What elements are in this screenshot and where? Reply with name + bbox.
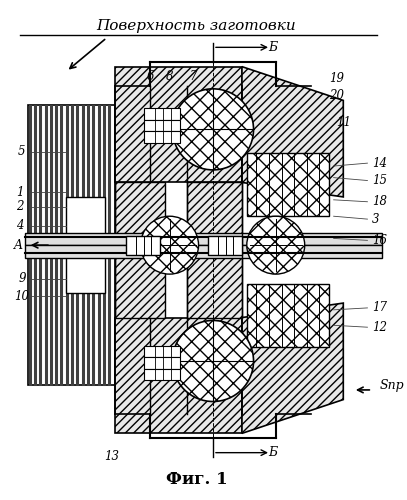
- Text: Snp: Snp: [380, 378, 405, 392]
- Bar: [28, 105, 115, 385]
- Bar: [144, 357, 180, 368]
- Text: Б: Б: [268, 41, 278, 54]
- Text: 4: 4: [16, 220, 24, 232]
- Text: 18: 18: [372, 195, 387, 208]
- Bar: [115, 182, 165, 318]
- Text: 3: 3: [372, 212, 380, 226]
- Text: Поверхность заготовки: Поверхность заготовки: [97, 19, 296, 33]
- Text: 12: 12: [372, 320, 387, 334]
- Circle shape: [173, 320, 254, 402]
- Bar: [25, 245, 382, 258]
- Text: 16: 16: [372, 234, 387, 247]
- Bar: [208, 236, 242, 255]
- Text: Б: Б: [268, 446, 278, 459]
- Bar: [247, 154, 329, 216]
- Text: 13: 13: [104, 450, 119, 463]
- Bar: [144, 108, 180, 120]
- Bar: [187, 182, 242, 318]
- Bar: [115, 66, 242, 182]
- Bar: [66, 197, 105, 294]
- Bar: [144, 120, 180, 132]
- Text: A: A: [13, 238, 22, 252]
- Circle shape: [141, 216, 199, 274]
- Bar: [144, 132, 180, 143]
- Bar: [144, 346, 180, 357]
- Text: 17: 17: [372, 302, 387, 314]
- Text: 19: 19: [329, 72, 344, 85]
- Text: 14: 14: [372, 156, 387, 170]
- Polygon shape: [242, 66, 343, 197]
- Text: Фиг. 1: Фиг. 1: [166, 471, 228, 488]
- Bar: [144, 368, 180, 380]
- Text: 6: 6: [147, 70, 154, 83]
- Text: 11: 11: [336, 116, 351, 129]
- Bar: [126, 236, 160, 255]
- Text: 2: 2: [16, 200, 24, 213]
- Bar: [247, 284, 329, 346]
- Text: 10: 10: [14, 290, 29, 303]
- Text: 5: 5: [18, 145, 26, 158]
- Circle shape: [173, 89, 254, 170]
- Text: 15: 15: [372, 174, 387, 187]
- Text: 1: 1: [16, 186, 24, 198]
- Circle shape: [247, 216, 305, 274]
- Text: 9: 9: [18, 272, 26, 285]
- Bar: [25, 232, 382, 245]
- Text: 8: 8: [166, 70, 173, 83]
- Bar: [115, 318, 242, 434]
- Polygon shape: [242, 303, 343, 434]
- Text: 20: 20: [329, 89, 344, 102]
- Text: 7: 7: [190, 70, 197, 83]
